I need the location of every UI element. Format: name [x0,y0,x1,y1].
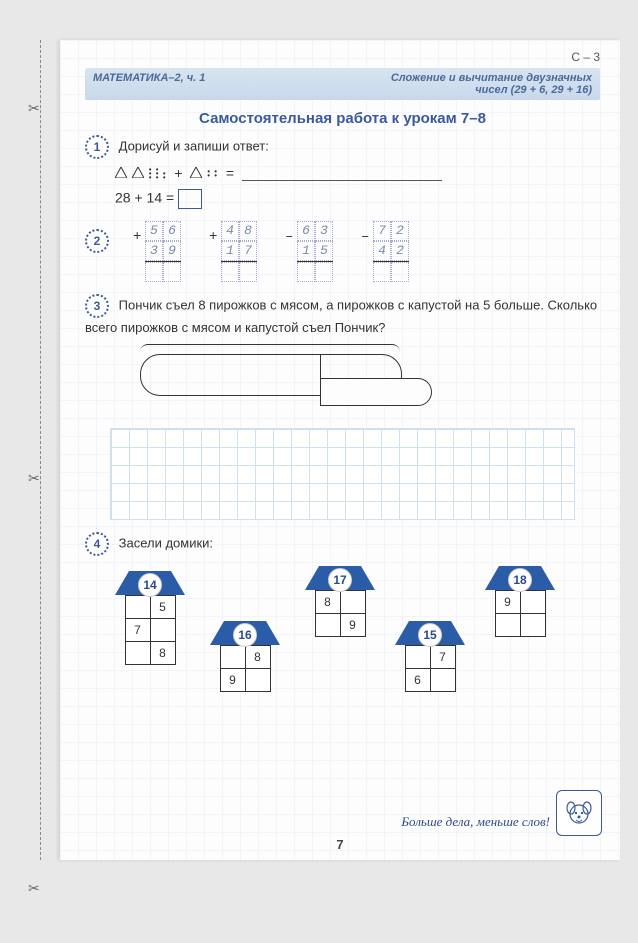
houses-container: 14578168917891576189 [85,562,600,732]
task-1: 1 Дорисуй и запиши ответ: • •• • •• • • … [85,135,600,209]
roof: 16 [210,617,280,645]
column-problem[interactable]: –7242 [373,221,409,282]
house-cell[interactable] [340,590,365,613]
house-cell[interactable]: 7 [125,618,150,641]
dog-icon [556,790,602,836]
roof: 15 [395,617,465,645]
footer-quote: Больше дела, меньше слов! [401,814,550,830]
operator: – [285,229,293,245]
scissors-icon: ✂ [28,880,40,897]
main-title: Самостоятельная работа к урокам 7–8 [85,110,600,127]
header-right-2: чисел (29 + 6, 29 + 16) [391,84,592,96]
triangle-icon [190,167,202,178]
column-problem[interactable]: –6315 [297,221,333,282]
triangle-icon [132,167,144,178]
header-strip: МАТЕМАТИКА–2, ч. 1 Сложение и вычитание … [85,68,600,100]
house-cell[interactable] [495,613,520,636]
roof-number: 15 [418,623,442,647]
header-right-1: Сложение и вычитание двузначных [391,72,592,84]
answer-box[interactable] [178,189,202,209]
house: 1689 [210,617,280,692]
house: 1576 [395,617,465,692]
house-cell[interactable]: 8 [245,645,270,668]
house-cell[interactable]: 9 [495,590,520,613]
task-number-2: 2 [85,229,109,253]
house-cell[interactable] [520,590,545,613]
triangle-icon [115,167,127,178]
house-cell[interactable] [245,668,270,691]
house-cell[interactable] [150,618,175,641]
house-grid: 76 [405,645,456,692]
roof: 14 [115,567,185,595]
page-code: С – 3 [85,50,600,64]
house-cell[interactable] [520,613,545,636]
house-cell[interactable] [405,645,430,668]
task-4-text: Засели домики: [119,535,213,550]
roof-number: 18 [508,568,532,592]
house-grid: 9 [495,590,546,637]
task-2: 2 +5639 +4817 –6315 –7242 [85,221,600,282]
answer-line[interactable] [242,180,442,181]
house-cell[interactable] [430,668,455,691]
task-4: 4 Засели домики: 14578168917891576189 [85,532,600,732]
page-number: 7 [336,837,343,852]
house: 1789 [305,562,375,637]
dots-icon: • •• • •• • • [149,168,167,180]
task-1-equation: 28 + 14 = [115,189,600,209]
house-cell[interactable] [220,645,245,668]
column-problem[interactable]: +4817 [221,221,257,282]
house-grid: 578 [125,595,176,665]
house-cell[interactable]: 9 [220,668,245,691]
scissors-icon: ✂ [28,100,40,117]
task-3-text: Пончик съел 8 пирожков с мясом, а пирожк… [85,298,597,336]
operator: + [209,229,217,245]
task-number-4: 4 [85,532,109,556]
bar-diagram [140,348,450,420]
task-1-text: Дорисуй и запиши ответ: [119,139,269,154]
task-3: 3 Пончик съел 8 пирожков с мясом, а пиро… [85,294,600,520]
roof-number: 17 [328,568,352,592]
house-cell[interactable]: 8 [150,641,175,664]
house-cell[interactable]: 9 [340,613,365,636]
shapes-equation: • •• • •• • • + • •• • = [115,165,600,181]
house-cell[interactable] [315,613,340,636]
house-cell[interactable]: 7 [430,645,455,668]
house: 14578 [115,567,185,665]
house-cell[interactable]: 5 [150,595,175,618]
task-number-3: 3 [85,294,109,318]
operator: + [133,229,141,245]
task-number-1: 1 [85,135,109,159]
roof: 18 [485,562,555,590]
house-grid: 89 [220,645,271,692]
scissors-icon: ✂ [28,470,40,487]
header-left: МАТЕМАТИКА–2, ч. 1 [93,72,205,96]
roof-number: 16 [233,623,257,647]
house-cell[interactable]: 8 [315,590,340,613]
margin-line [40,40,42,860]
column-problem[interactable]: +5639 [145,221,181,282]
dots-icon: • •• • [207,170,218,178]
roof: 17 [305,562,375,590]
house-grid: 89 [315,590,366,637]
roof-number: 14 [138,573,162,597]
house-cell[interactable] [125,595,150,618]
operator: – [361,229,369,245]
house-cell[interactable]: 6 [405,668,430,691]
answer-grid[interactable] [110,428,575,520]
house-cell[interactable] [125,641,150,664]
page: С – 3 МАТЕМАТИКА–2, ч. 1 Сложение и вычи… [60,40,620,860]
house: 189 [485,562,555,637]
